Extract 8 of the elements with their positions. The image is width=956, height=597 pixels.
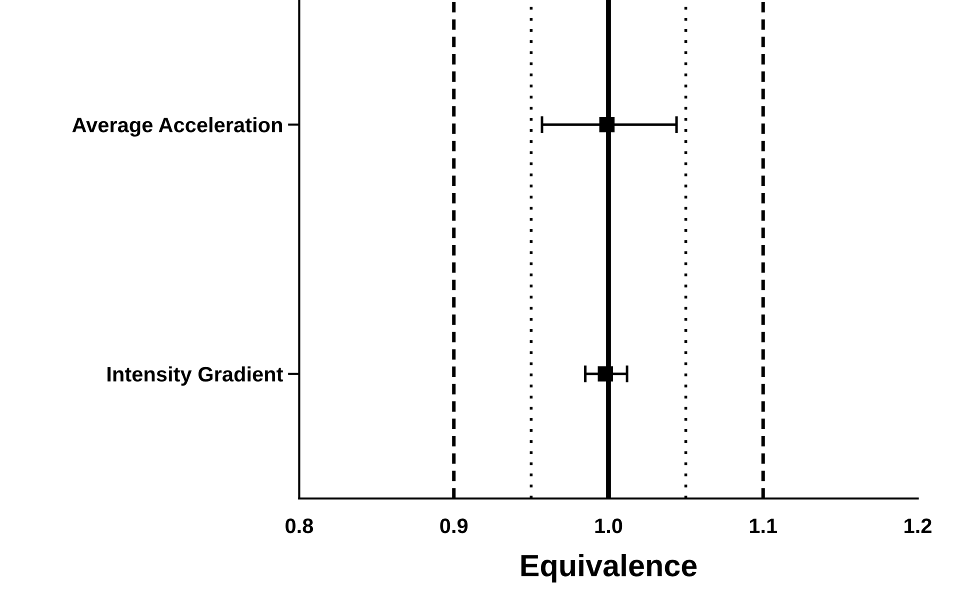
y-tick-label: Average Acceleration [72,117,282,137]
x-tick-label: 0.9 [440,518,468,534]
x-tick-label: 1.0 [595,518,622,534]
x-tick-label: 1.1 [750,518,778,534]
x-tick-label: 0.8 [286,518,314,534]
y-tick-label: Intensity Gradient [108,366,284,386]
x-axis-title: Equivalence [521,554,697,583]
x-tick-label: 1.2 [904,518,932,534]
